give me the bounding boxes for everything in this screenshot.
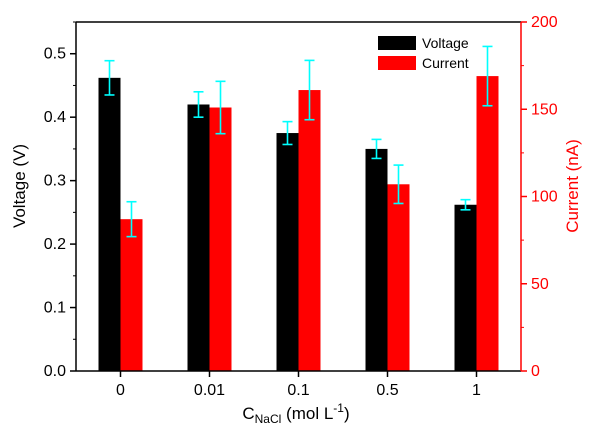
bar-voltage-3 xyxy=(365,148,388,371)
x-tick-label-4: 1 xyxy=(472,382,481,399)
bar-current-1 xyxy=(209,107,232,371)
bar-voltage-4 xyxy=(454,204,477,371)
x-tick-label-0: 0 xyxy=(116,382,125,399)
legend-swatch-current xyxy=(378,56,416,70)
legend-label-current: Current xyxy=(422,55,469,71)
x-axis-title-unit: (mol L xyxy=(281,404,333,423)
bar-voltage-0 xyxy=(98,77,121,371)
y-tick-label-5: 0.5 xyxy=(44,46,66,63)
error-bars-layer xyxy=(104,45,493,238)
x-axis-title-unit-suffix: ) xyxy=(344,404,350,423)
y-tick-label-2: 0.2 xyxy=(44,236,66,253)
x-tick-label-1: 0.01 xyxy=(194,382,225,399)
bar-voltage-2 xyxy=(276,133,299,371)
y-tick-label-1: 0.1 xyxy=(44,300,66,317)
x-axis-title: CNaCl (mol L-1) xyxy=(242,401,349,426)
y-right-tick-label-1: 50 xyxy=(531,276,549,293)
ticks-layer: 0 0.01 0.1 0.5 1 0.0 0.1 0.2 0.3 0.4 0.5 0 50 100 150 2… xyxy=(44,14,558,399)
y-right-tick-label-0: 0 xyxy=(531,363,540,380)
x-axis-title-main: C xyxy=(242,404,254,423)
y-axis-title: Voltage (V) xyxy=(10,144,29,228)
y-right-tick-label-4: 200 xyxy=(531,14,558,31)
legend-swatch-voltage xyxy=(378,36,416,50)
y-right-tick-label-2: 100 xyxy=(531,189,558,206)
x-tick-label-2: 0.1 xyxy=(287,382,309,399)
bar-current-2 xyxy=(298,90,321,372)
y-tick-label-4: 0.4 xyxy=(44,109,66,126)
x-axis-title-subscript: NaCl xyxy=(255,412,282,426)
bar-current-4 xyxy=(476,76,499,371)
x-tick-label-3: 0.5 xyxy=(376,382,398,399)
legend-label-voltage: Voltage xyxy=(422,35,469,51)
bar-current-0 xyxy=(120,219,143,371)
y-tick-label-3: 0.3 xyxy=(44,173,66,190)
bars-layer xyxy=(98,76,499,372)
y-axis-right-title: Current (nA) xyxy=(563,139,582,233)
bar-current-3 xyxy=(387,184,410,371)
y-tick-label-0: 0.0 xyxy=(44,363,66,380)
legend: Voltage Current xyxy=(378,35,469,71)
x-axis-title-superscript: -1 xyxy=(333,401,344,415)
y-right-tick-label-3: 150 xyxy=(531,101,558,118)
bar-voltage-1 xyxy=(187,104,210,371)
